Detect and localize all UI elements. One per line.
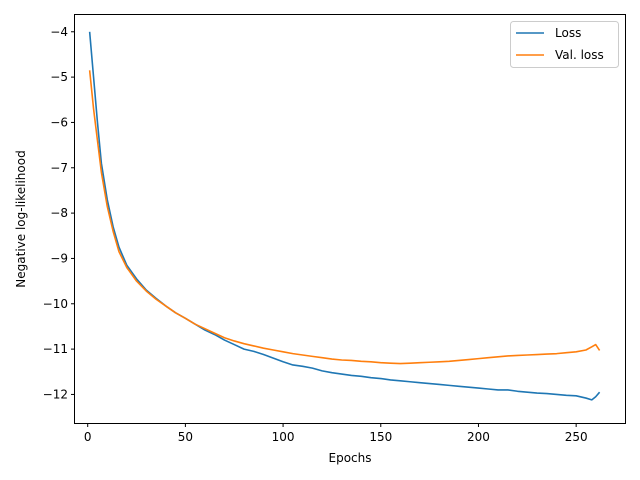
- x-axis-ticks: 0 50 100 150 200 250: [84, 423, 588, 444]
- y-tick-label: −8: [50, 206, 68, 220]
- y-axis-ticks: −12 −11 −10 −9 −8 −7 −6 −5 −4: [43, 25, 75, 401]
- legend-label-loss: Loss: [555, 26, 581, 40]
- y-tick-label: −12: [43, 387, 68, 401]
- x-tick-label: 250: [565, 430, 588, 444]
- y-axis-label: Negative log-likelihood: [14, 150, 28, 287]
- series-layer: [88, 31, 601, 401]
- series-line-val-loss: [88, 70, 601, 365]
- legend-label-val-loss: Val. loss: [555, 48, 604, 62]
- x-tick-label: 150: [369, 430, 392, 444]
- y-tick-label: −9: [50, 251, 68, 265]
- y-tick-label: −10: [43, 297, 68, 311]
- y-tick-label: −4: [50, 25, 68, 39]
- legend: Loss Val. loss: [510, 21, 619, 68]
- y-tick-label: −11: [43, 342, 68, 356]
- x-tick-label: 50: [178, 430, 193, 444]
- x-tick-label: 100: [272, 430, 295, 444]
- y-tick-label: −5: [50, 70, 68, 84]
- plot-frame: [74, 14, 626, 424]
- x-axis-label: Epochs: [329, 451, 372, 465]
- y-tick-label: −6: [50, 115, 68, 129]
- x-tick-label: 0: [84, 430, 92, 444]
- x-tick-label: 200: [467, 430, 490, 444]
- y-tick-label: −7: [50, 161, 68, 175]
